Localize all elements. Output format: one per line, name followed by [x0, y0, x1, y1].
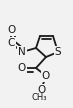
- Text: O: O: [42, 71, 50, 81]
- Text: O: O: [18, 63, 26, 73]
- Text: CH₃: CH₃: [31, 94, 47, 102]
- Text: O: O: [7, 25, 15, 35]
- Text: S: S: [55, 47, 61, 57]
- Text: N: N: [18, 47, 26, 57]
- Text: O: O: [37, 85, 45, 95]
- Text: C: C: [7, 38, 15, 48]
